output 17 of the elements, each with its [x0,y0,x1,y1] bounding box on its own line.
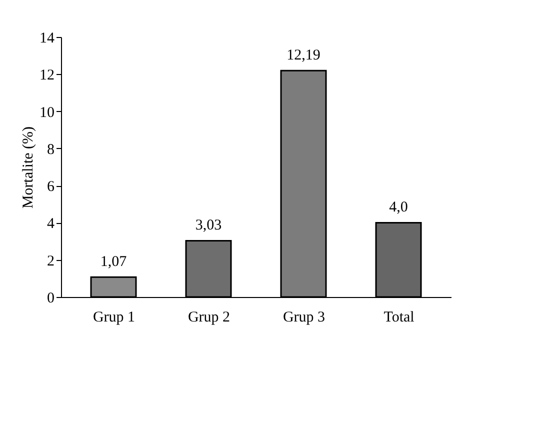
data-label: 4,0 [389,200,408,216]
y-tick-label: 0 [47,290,54,306]
data-label: 3,03 [195,218,222,234]
y-tick-label: 8 [47,142,54,158]
y-tick-label: 6 [47,179,55,196]
x-tick-label: Grup 2 [188,310,230,326]
x-tick-label: Grup 1 [92,310,136,326]
x-tick-label: Total [384,310,414,326]
y-tick-label: 10 [40,104,54,121]
y-tick-label: 12 [40,68,54,84]
data-label: 12,19 [286,48,320,64]
data-label: 1,07 [100,254,128,270]
x-tick-label: Grup 3 [282,310,326,326]
y-tick-label: 14 [40,30,55,46]
y-axis-title: Mortalite (%) [20,126,36,209]
y-tick-label: 4 [47,216,55,232]
y-tick-label: 2 [47,253,54,270]
